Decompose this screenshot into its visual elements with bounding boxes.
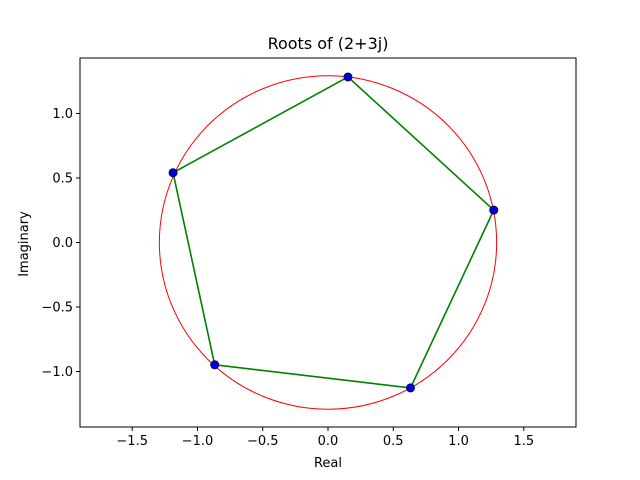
polygon-edge-1	[346, 75, 495, 212]
y-axis-ticks: −1.0 −0.5 0.0 0.5 1.0	[41, 107, 80, 380]
x-tick-label: 0.5	[383, 434, 404, 449]
y-tick-label: −1.0	[41, 365, 73, 380]
root-point-1	[343, 72, 353, 82]
x-axis-label: Real	[314, 456, 342, 471]
y-tick-label: 0.0	[52, 236, 73, 251]
polygon-edge-2	[409, 209, 495, 389]
plot-frame	[79, 57, 577, 428]
x-tick-label: 0.0	[318, 434, 339, 449]
root-point-4	[210, 360, 220, 370]
plot-area	[79, 57, 577, 428]
plot-content	[158, 72, 499, 410]
root-point-5	[168, 168, 178, 178]
y-tick-label: −0.5	[41, 301, 73, 316]
y-tick-label: 0.5	[52, 171, 73, 186]
x-tick-label: −1.5	[116, 434, 148, 449]
chart-title: Roots of (2+3j)	[268, 34, 389, 53]
x-tick-label: −1.0	[182, 434, 214, 449]
polygon-edge-4	[172, 171, 216, 366]
unit-circle	[158, 75, 498, 410]
root-point-3	[405, 383, 415, 393]
x-axis-ticks: −1.5 −1.0 −0.5 0.0 0.5 1.0 1.5	[116, 427, 534, 449]
y-tick-label: 1.0	[52, 107, 73, 122]
x-tick-label: 1.0	[448, 434, 469, 449]
x-tick-label: −0.5	[247, 434, 279, 449]
polygon-edge-3	[213, 363, 412, 389]
polygon-edge-5	[171, 75, 350, 174]
root-point-2	[489, 205, 499, 215]
x-tick-label: 1.5	[513, 434, 534, 449]
y-axis-label: Imaginary	[17, 211, 32, 277]
